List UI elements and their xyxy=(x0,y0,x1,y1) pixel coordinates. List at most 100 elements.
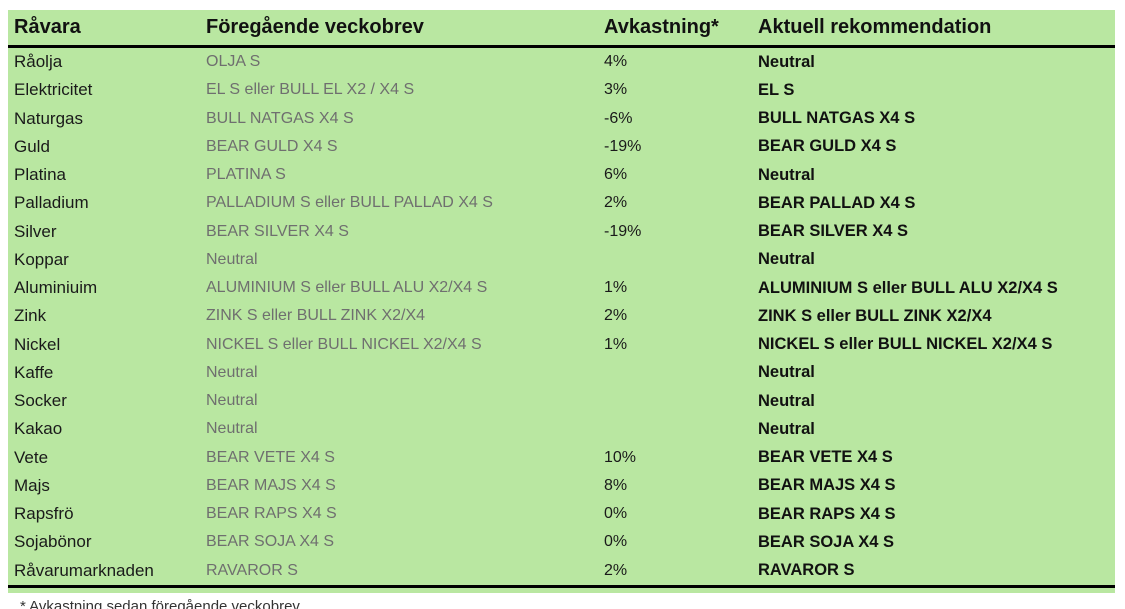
cell-avkastning: 6% xyxy=(604,166,628,184)
cell-foregaende: ZINK S eller BULL ZINK X2/X4 xyxy=(206,307,426,325)
cell-foregaende: BEAR VETE X4 S xyxy=(206,448,335,466)
col-header-avkastning: Avkastning* xyxy=(604,16,719,38)
table-row: Koppar Neutral Neutral xyxy=(8,246,1115,274)
cell-ravara: Sojabönor xyxy=(14,532,92,552)
cell-ravara: Koppar xyxy=(14,249,69,269)
cell-avkastning: 1% xyxy=(604,279,628,297)
cell-avkastning: 0% xyxy=(604,505,628,523)
cell-avkastning: 3% xyxy=(604,81,628,99)
cell-ravara: Kaffe xyxy=(14,362,54,382)
table-row: Rapsfrö BEAR RAPS X4 S 0% BEAR RAPS X4 S xyxy=(8,500,1115,528)
cell-foregaende: PALLADIUM S eller BULL PALLAD X4 S xyxy=(206,194,493,212)
cell-rekommendation: BEAR VETE X4 S xyxy=(758,448,893,467)
table-row: Sojabönor BEAR SOJA X4 S 0% BEAR SOJA X4 S xyxy=(8,528,1115,556)
table-body: Råolja OLJA S 4% Neutral Elektricitet EL S el… xyxy=(8,48,1115,585)
table-row: Aluminiuim ALUMINIUM S eller BULL ALU X2/… xyxy=(8,274,1115,302)
cell-foregaende: BEAR GULD X4 S xyxy=(206,137,338,155)
cell-foregaende: NICKEL S eller BULL NICKEL X2/X4 S xyxy=(206,335,482,353)
cell-rekommendation: Neutral xyxy=(758,52,815,71)
col-header-ravara: Råvara xyxy=(14,16,81,38)
cell-ravara: Guld xyxy=(14,136,50,156)
cell-ravara: Zink xyxy=(14,306,47,326)
table-row: Naturgas BULL NATGAS X4 S -6% BULL NATGAS X… xyxy=(8,105,1115,133)
cell-foregaende: Neutral xyxy=(206,392,258,410)
table-row: Palladium PALLADIUM S eller BULL PALLAD X… xyxy=(8,189,1115,217)
cell-foregaende: BULL NATGAS X4 S xyxy=(206,109,354,127)
cell-rekommendation: BEAR RAPS X4 S xyxy=(758,504,896,523)
cell-rekommendation: Neutral xyxy=(758,250,815,269)
cell-ravara: Silver xyxy=(14,221,57,241)
col-header-rekommendation: Aktuell rekommendation xyxy=(758,16,992,38)
cell-rekommendation: BEAR PALLAD X4 S xyxy=(758,193,916,212)
cell-foregaende: PLATINA S xyxy=(206,166,286,184)
cell-rekommendation: NICKEL S eller BULL NICKEL X2/X4 S xyxy=(758,335,1053,354)
cell-foregaende: BEAR SOJA X4 S xyxy=(206,533,335,551)
table-bottom-strip xyxy=(8,587,1115,593)
cell-avkastning: 4% xyxy=(604,53,628,71)
table-header-row: Råvara Föregående veckobrev Avkastning* … xyxy=(8,10,1115,48)
cell-ravara: Råolja xyxy=(14,52,63,72)
cell-foregaende: OLJA S xyxy=(206,53,261,71)
cell-ravara: Socker xyxy=(14,391,67,411)
cell-foregaende: BEAR RAPS X4 S xyxy=(206,505,337,523)
cell-ravara: Palladium xyxy=(14,193,89,213)
cell-avkastning: 8% xyxy=(604,476,628,494)
cell-avkastning: -6% xyxy=(604,109,633,127)
cell-rekommendation: BEAR SILVER X4 S xyxy=(758,222,909,241)
cell-avkastning: 0% xyxy=(604,533,628,551)
footnote-cutoff: * Avkastning sedan föregående veckobrev xyxy=(20,598,300,609)
cell-rekommendation: Neutral xyxy=(758,363,815,382)
cell-foregaende: BEAR SILVER X4 S xyxy=(206,222,349,240)
cell-rekommendation: BEAR SOJA X4 S xyxy=(758,532,895,551)
cell-avkastning: 1% xyxy=(604,335,628,353)
cell-foregaende: Neutral xyxy=(206,363,258,381)
cell-rekommendation: RAVAROR S xyxy=(758,561,855,580)
table-row: Platina PLATINA S 6% Neutral xyxy=(8,161,1115,189)
table-row: Nickel NICKEL S eller BULL NICKEL X2/X4 S… xyxy=(8,331,1115,359)
cell-rekommendation: Neutral xyxy=(758,165,815,184)
cell-rekommendation: BULL NATGAS X4 S xyxy=(758,109,916,128)
cell-ravara: Nickel xyxy=(14,334,61,354)
cell-avkastning: -19% xyxy=(604,137,642,155)
table-bottom-rule xyxy=(8,584,1115,588)
cell-avkastning: 2% xyxy=(604,194,628,212)
cell-ravara: Rapsfrö xyxy=(14,504,74,524)
cell-ravara: Naturgas xyxy=(14,108,83,128)
table-row: Majs BEAR MAJS X4 S 8% BEAR MAJS X4 S xyxy=(8,472,1115,500)
cell-ravara: Elektricitet xyxy=(14,80,93,100)
table-row: Socker Neutral Neutral xyxy=(8,387,1115,415)
cell-rekommendation: EL S xyxy=(758,80,795,99)
cell-rekommendation: BEAR GULD X4 S xyxy=(758,137,897,156)
cell-ravara: Råvarumarknaden xyxy=(14,560,154,580)
table-row: Kaffe Neutral Neutral xyxy=(8,359,1115,387)
cell-ravara: Kakao xyxy=(14,419,63,439)
cell-foregaende: Neutral xyxy=(206,250,258,268)
cell-rekommendation: ALUMINIUM S eller BULL ALU X2/X4 S xyxy=(758,278,1058,297)
table-row: Råvarumarknaden RAVAROR S 2% RAVAROR S xyxy=(8,557,1115,585)
cell-foregaende: RAVAROR S xyxy=(206,561,298,579)
cell-foregaende: EL S eller BULL EL X2 / X4 S xyxy=(206,81,415,99)
cell-foregaende: BEAR MAJS X4 S xyxy=(206,476,336,494)
cell-avkastning: 10% xyxy=(604,448,637,466)
cell-foregaende: ALUMINIUM S eller BULL ALU X2/X4 S xyxy=(206,279,488,297)
cell-avkastning: -19% xyxy=(604,222,642,240)
commodity-recommendation-table: Råvara Föregående veckobrev Avkastning* … xyxy=(8,10,1115,593)
cell-ravara: Vete xyxy=(14,447,49,467)
cell-ravara: Aluminiuim xyxy=(14,278,98,298)
table-row: Silver BEAR SILVER X4 S -19% BEAR SILVER X4… xyxy=(8,218,1115,246)
cell-rekommendation: ZINK S eller BULL ZINK X2/X4 xyxy=(758,306,992,325)
table-row: Kakao Neutral Neutral xyxy=(8,415,1115,443)
table-row: Råolja OLJA S 4% Neutral xyxy=(8,48,1115,76)
table-row: Elektricitet EL S eller BULL EL X2 / X4 S… xyxy=(8,76,1115,104)
cell-ravara: Majs xyxy=(14,475,50,495)
table-row: Vete BEAR VETE X4 S 10% BEAR VETE X4 S xyxy=(8,444,1115,472)
cell-avkastning: 2% xyxy=(604,561,628,579)
cell-rekommendation: Neutral xyxy=(758,391,815,410)
col-header-foregaende: Föregående veckobrev xyxy=(206,16,424,38)
table-row: Zink ZINK S eller BULL ZINK X2/X4 2% ZINK S… xyxy=(8,302,1115,330)
cell-rekommendation: BEAR MAJS X4 S xyxy=(758,476,896,495)
table-row: Guld BEAR GULD X4 S -19% BEAR GULD X4 S xyxy=(8,133,1115,161)
cell-foregaende: Neutral xyxy=(206,420,258,438)
cell-avkastning: 2% xyxy=(604,307,628,325)
cell-ravara: Platina xyxy=(14,165,66,185)
